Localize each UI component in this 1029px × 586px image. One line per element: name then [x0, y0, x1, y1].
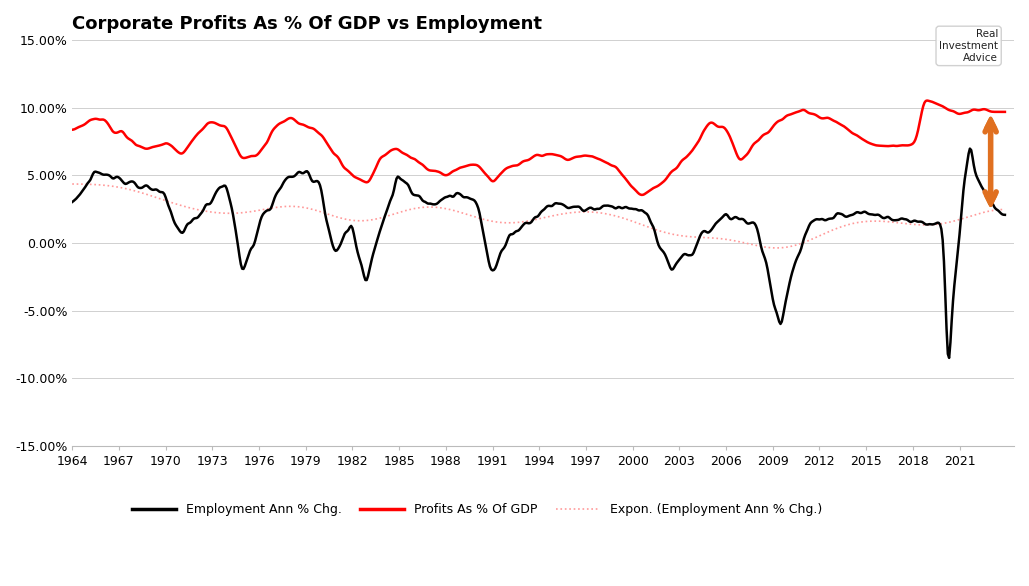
Expon. (Employment Ann % Chg.): [274, 203, 286, 210]
Profits As % Of GDP: [66, 126, 78, 133]
Legend: Employment Ann % Chg., Profits As % Of GDP, Expon. (Employment Ann % Chg.): Employment Ann % Chg., Profits As % Of G…: [127, 498, 827, 521]
Employment Ann % Chg.: [652, 241, 665, 248]
Profits As % Of GDP: [636, 192, 648, 199]
Profits As % Of GDP: [999, 108, 1012, 115]
Expon. (Employment Ann % Chg.): [179, 203, 191, 210]
Text: Corporate Profits As % Of GDP vs Employment: Corporate Profits As % Of GDP vs Employm…: [72, 15, 542, 33]
Profits As % Of GDP: [681, 153, 694, 160]
Expon. (Employment Ann % Chg.): [652, 227, 665, 234]
Expon. (Employment Ann % Chg.): [323, 211, 335, 218]
Expon. (Employment Ann % Chg.): [679, 233, 691, 240]
Expon. (Employment Ann % Chg.): [999, 206, 1012, 213]
Employment Ann % Chg.: [323, 227, 335, 234]
Employment Ann % Chg.: [999, 212, 1012, 219]
Employment Ann % Chg.: [943, 355, 955, 362]
Profits As % Of GDP: [83, 117, 96, 124]
Employment Ann % Chg.: [66, 199, 78, 206]
Expon. (Employment Ann % Chg.): [66, 180, 78, 188]
Line: Profits As % Of GDP: Profits As % Of GDP: [72, 101, 1005, 195]
Text: Real
Investment
Advice: Real Investment Advice: [939, 29, 998, 63]
Profits As % Of GDP: [921, 97, 933, 104]
Expon. (Employment Ann % Chg.): [771, 244, 783, 251]
Employment Ann % Chg.: [83, 178, 96, 185]
Employment Ann % Chg.: [274, 186, 286, 193]
Profits As % Of GDP: [323, 143, 335, 150]
Line: Expon. (Employment Ann % Chg.): Expon. (Employment Ann % Chg.): [72, 184, 1005, 248]
Profits As % Of GDP: [653, 181, 666, 188]
Line: Employment Ann % Chg.: Employment Ann % Chg.: [72, 149, 1005, 358]
Profits As % Of GDP: [179, 147, 191, 154]
Employment Ann % Chg.: [179, 225, 191, 232]
Profits As % Of GDP: [274, 120, 286, 127]
Employment Ann % Chg.: [964, 145, 977, 152]
Employment Ann % Chg.: [679, 251, 691, 258]
Expon. (Employment Ann % Chg.): [83, 181, 96, 188]
